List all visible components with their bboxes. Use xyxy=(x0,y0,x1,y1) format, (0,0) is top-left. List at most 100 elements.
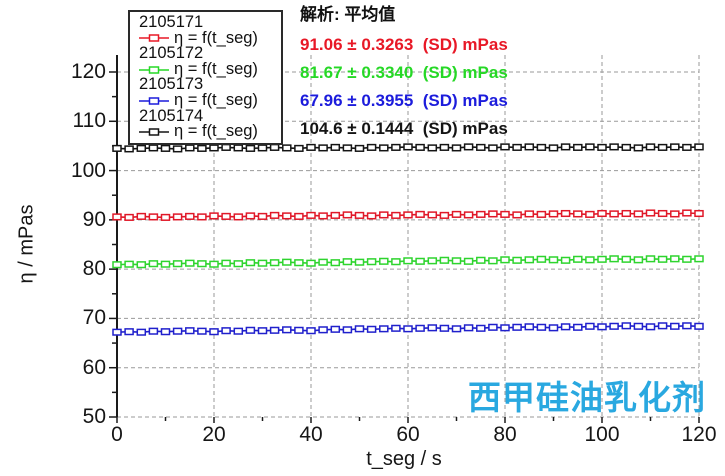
series-marker-2105174 xyxy=(282,144,292,152)
series-marker-2105172 xyxy=(500,256,510,264)
series-marker-2105174 xyxy=(148,144,159,152)
series-marker-2105172 xyxy=(269,259,280,267)
series-marker-2105173 xyxy=(524,323,535,331)
series-marker-2105172 xyxy=(536,255,547,263)
series-marker-2105171 xyxy=(476,210,486,218)
series-marker-2105172 xyxy=(451,257,462,265)
legend-series-formula: η = f(t_seg) xyxy=(174,90,258,109)
series-marker-2105172 xyxy=(476,256,486,264)
series-marker-2105172 xyxy=(342,258,353,266)
series-marker-2105173 xyxy=(536,323,547,331)
series-marker-2105172 xyxy=(633,256,644,264)
series-marker-2105171 xyxy=(621,209,632,218)
y-tick-label: 110 xyxy=(72,109,106,133)
series-marker-2105173 xyxy=(136,328,147,336)
series-marker-2105172 xyxy=(306,259,316,267)
series-marker-2105173 xyxy=(245,326,256,334)
series-marker-2105172 xyxy=(221,259,231,267)
series-marker-2105171 xyxy=(451,210,462,218)
series-marker-2105173 xyxy=(306,327,316,335)
series-marker-2105174 xyxy=(585,143,595,151)
series-marker-2105172 xyxy=(573,255,583,263)
series-marker-2105174 xyxy=(439,143,450,151)
chart-legend: 2105171 η = f(t_seg) 2105172 η = f(t_seg) 21… xyxy=(128,10,283,145)
series-marker-2105174 xyxy=(124,145,134,153)
series-marker-2105171 xyxy=(536,210,547,218)
series-marker-2105173 xyxy=(585,322,595,330)
series-marker-2105173 xyxy=(694,322,704,330)
series-marker-2105174 xyxy=(245,144,256,152)
series-marker-2105173 xyxy=(282,326,292,334)
series-marker-2105173 xyxy=(124,328,134,336)
legend-series-formula: η = f(t_seg) xyxy=(174,122,258,141)
y-tick-label: 70 xyxy=(82,306,106,330)
x-tick-label: 60 xyxy=(396,423,420,446)
series-marker-2105172 xyxy=(330,259,341,267)
series-marker-2105172 xyxy=(427,257,438,265)
series-marker-2105174 xyxy=(391,143,401,151)
series-marker-2105172 xyxy=(524,256,535,264)
series-marker-2105171 xyxy=(245,212,256,220)
legend-series-entry: η = f(t_seg) xyxy=(139,122,279,141)
mean-result-green: 81.67 ± 0.3340 (SD) mPas xyxy=(300,63,508,82)
series-marker-2105171 xyxy=(112,213,122,221)
series-marker-2105174 xyxy=(597,143,607,151)
series-marker-2105171 xyxy=(294,212,304,220)
series-marker-2105172 xyxy=(282,258,292,266)
series-marker-2105173 xyxy=(391,324,401,332)
series-marker-2105174 xyxy=(463,143,474,151)
series-marker-2105173 xyxy=(427,324,438,332)
series-marker-2105171 xyxy=(585,210,595,218)
series-marker-2105172 xyxy=(379,257,389,265)
series-marker-2105172 xyxy=(148,260,159,268)
series-marker-2105173 xyxy=(548,324,559,332)
series-marker-2105171 xyxy=(403,211,413,219)
series-marker-2105171 xyxy=(148,213,159,221)
watermark-text: 西甲硅油乳化剂 xyxy=(468,379,706,416)
series-marker-2105174 xyxy=(645,143,656,151)
series-marker-2105173 xyxy=(439,324,450,332)
analysis-results: 解析: 平均值 91.06 ± 0.3263 (SD) mPas 81.67 ±… xyxy=(300,4,508,143)
series-marker-2105173 xyxy=(379,325,389,333)
series-marker-2105171 xyxy=(136,212,147,220)
x-tick-label: 120 xyxy=(681,423,717,446)
y-tick-label: 60 xyxy=(82,355,106,379)
series-marker-2105174 xyxy=(366,143,377,151)
series-marker-2105174 xyxy=(548,144,559,152)
series-marker-2105173 xyxy=(221,327,231,335)
legend-marker-icon xyxy=(139,128,169,136)
series-marker-2105173 xyxy=(197,327,207,335)
series-marker-2105172 xyxy=(645,255,656,263)
series-marker-2105171 xyxy=(282,212,292,220)
series-marker-2105174 xyxy=(427,144,438,152)
series-marker-2105171 xyxy=(185,212,195,220)
series-marker-2105173 xyxy=(160,328,171,336)
series-marker-2105174 xyxy=(172,145,183,153)
legend-marker-icon xyxy=(139,97,169,105)
series-marker-2105171 xyxy=(197,213,207,221)
legend-series-id: 2105174 xyxy=(139,106,204,125)
series-marker-2105172 xyxy=(560,256,571,264)
analysis-title: 解析: 平均值 xyxy=(300,5,396,24)
series-marker-2105171 xyxy=(488,210,498,218)
series-marker-2105173 xyxy=(597,323,607,331)
series-marker-2105174 xyxy=(112,144,122,152)
legend-series-entry: η = f(t_seg) xyxy=(139,90,279,109)
series-marker-2105171 xyxy=(682,209,692,217)
series-marker-2105172 xyxy=(682,255,692,263)
series-marker-2105171 xyxy=(633,210,644,218)
x-tick-label: 100 xyxy=(584,423,620,446)
series-marker-2105172 xyxy=(185,259,195,267)
series-marker-2105171 xyxy=(391,211,401,219)
series-marker-2105171 xyxy=(415,210,425,218)
series-marker-2105171 xyxy=(512,211,522,219)
series-marker-2105171 xyxy=(160,213,171,221)
series-marker-2105171 xyxy=(379,211,389,219)
series-marker-2105172 xyxy=(597,255,607,263)
series-marker-2105174 xyxy=(403,143,413,151)
series-marker-2105174 xyxy=(379,144,389,152)
series-marker-2105174 xyxy=(488,144,498,152)
series-marker-2105172 xyxy=(209,260,219,268)
legend-series-formula: η = f(t_seg) xyxy=(174,59,258,78)
